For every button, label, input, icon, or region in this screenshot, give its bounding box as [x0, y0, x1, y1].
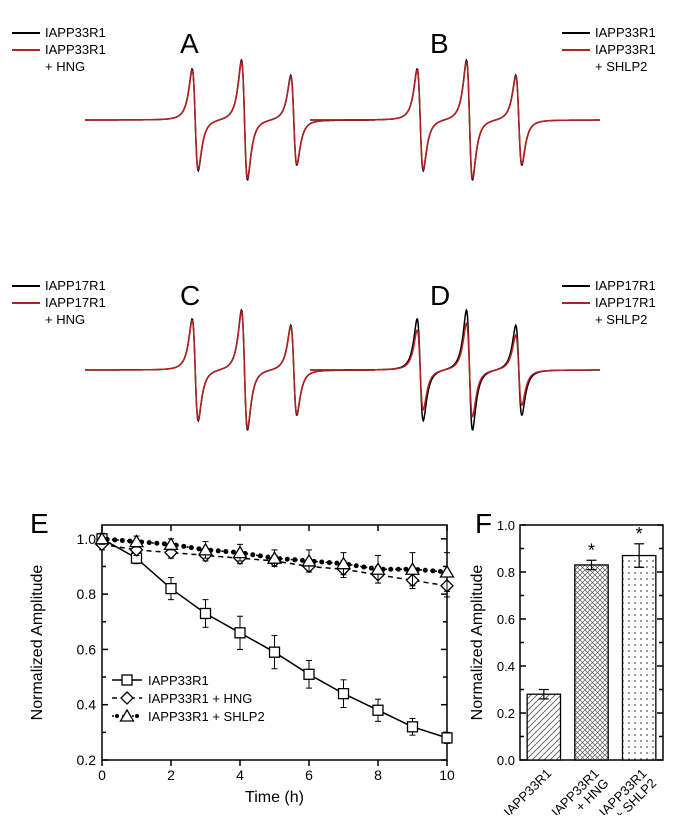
svg-text:0.2: 0.2 — [497, 706, 515, 721]
svg-text:0.6: 0.6 — [497, 612, 515, 627]
svg-text:*: * — [636, 524, 643, 544]
svg-text:1.0: 1.0 — [497, 518, 515, 533]
svg-text:Time (h): Time (h) — [245, 789, 304, 806]
svg-text:8: 8 — [374, 767, 382, 783]
svg-text:*: * — [588, 540, 595, 560]
svg-text:IAPP33R1: IAPP33R1 — [148, 673, 209, 688]
svg-text:6: 6 — [305, 767, 313, 783]
epr-spectrum-d — [310, 260, 600, 480]
svg-text:0.4: 0.4 — [77, 697, 97, 713]
svg-text:2: 2 — [167, 767, 175, 783]
svg-text:IAPP33R1 + SHLP2: IAPP33R1 + SHLP2 — [148, 709, 265, 724]
chart-time-course: 0 2 4 6 8 10 0.2 0.4 0.6 0.8 1.0 Time (h) Normalized… — [22, 510, 457, 815]
svg-text:0.4: 0.4 — [497, 659, 515, 674]
svg-text:1.0: 1.0 — [77, 531, 97, 547]
svg-text:4: 4 — [236, 767, 244, 783]
svg-text:IAPP33R1: IAPP33R1 — [501, 766, 555, 815]
svg-text:10: 10 — [439, 767, 455, 783]
epr-spectrum-b — [310, 10, 600, 230]
svg-text:0.2: 0.2 — [77, 752, 97, 768]
svg-text:Normalized Amplitude: Normalized Amplitude — [470, 565, 486, 721]
svg-text:0.8: 0.8 — [77, 586, 97, 602]
svg-text:IAPP33R1 + HNG: IAPP33R1 + HNG — [148, 691, 252, 706]
svg-text:0.0: 0.0 — [497, 753, 515, 768]
svg-text:Normalized Amplitude: Normalized Amplitude — [29, 565, 46, 721]
svg-text:0.6: 0.6 — [77, 641, 97, 657]
chart-bar-endpoint: 0.0 0.2 0.4 0.6 0.8 1.0 Normalized Amplitude IA… — [470, 510, 675, 815]
svg-text:0: 0 — [98, 767, 106, 783]
svg-text:0.8: 0.8 — [497, 565, 515, 580]
